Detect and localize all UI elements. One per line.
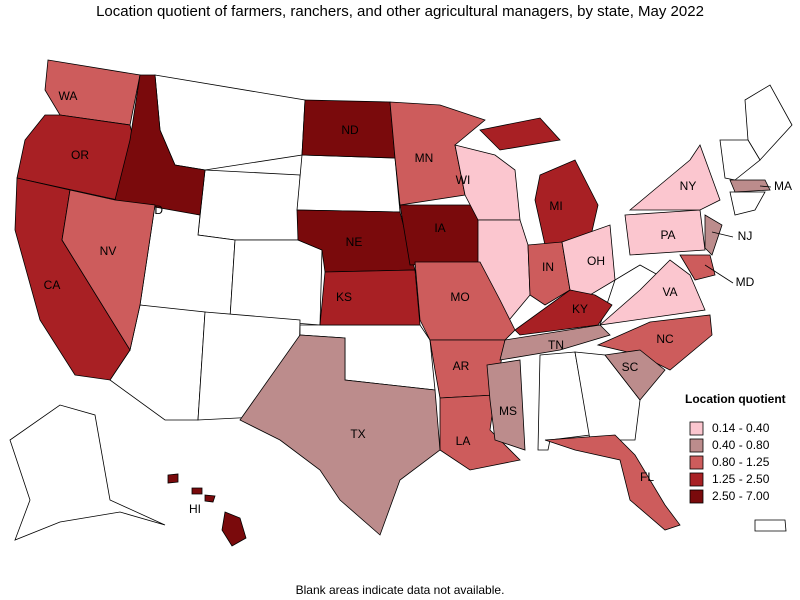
- state-shape: [319, 269, 421, 326]
- state-label: PA: [660, 228, 675, 242]
- state-label: NC: [656, 332, 674, 346]
- state-label: TN: [548, 338, 564, 352]
- state-label: ND: [341, 123, 359, 137]
- state-shape: [544, 434, 681, 531]
- state-shape: [154, 74, 306, 171]
- state-shape: [191, 487, 203, 495]
- state-label: MD: [736, 275, 755, 289]
- leader-line: [711, 231, 734, 238]
- legend-label: 2.50 - 7.00: [712, 489, 770, 503]
- state-shape: [604, 349, 666, 401]
- state-shape: [499, 324, 611, 361]
- legend-swatch: [689, 421, 704, 436]
- state-shape: [221, 511, 247, 547]
- state-shape: [527, 241, 571, 306]
- state-label: MS: [499, 404, 517, 418]
- state-shape: [197, 169, 301, 241]
- state-shape: [628, 144, 721, 211]
- state-shape: [514, 289, 613, 336]
- state-shape: [574, 351, 641, 441]
- leader-line: [704, 264, 734, 284]
- state-shape: [414, 261, 516, 341]
- state-shape: [744, 84, 793, 161]
- state-label: VA: [662, 285, 677, 299]
- map-title: Location quotient of farmers, ranchers, …: [96, 3, 704, 20]
- state-label: KS: [336, 290, 352, 304]
- state-shape: [486, 359, 526, 451]
- state-label: WI: [456, 173, 471, 187]
- state-label: AR: [453, 359, 470, 373]
- legend-label: 1.25 - 2.50: [712, 472, 770, 486]
- state-label: LA: [456, 434, 471, 448]
- state-shape: [679, 254, 716, 281]
- state-label: OH: [587, 254, 605, 268]
- state-label: IN: [542, 260, 554, 274]
- state-shape: [167, 473, 179, 484]
- leader-line: [759, 185, 772, 188]
- state-shape: [9, 404, 166, 541]
- legend-swatch: [689, 472, 704, 487]
- legend-label: 0.80 - 1.25: [712, 455, 770, 469]
- state-label: HI: [189, 502, 201, 516]
- state-label: MA: [774, 179, 792, 193]
- colored-states: WAORIDCANVNDNEIAKSMNWIMIILINOHMOARLAMSTN…: [14, 59, 792, 547]
- state-label: MN: [415, 151, 434, 165]
- state-shape: [296, 154, 401, 213]
- state-label: OR: [71, 148, 89, 162]
- state-shape: [754, 519, 787, 532]
- state-shape: [704, 214, 723, 256]
- legend-title: Location quotient: [685, 392, 786, 406]
- state-label: KY: [572, 302, 588, 316]
- state-shape: [114, 74, 206, 216]
- state-label: CA: [44, 278, 61, 292]
- legend-label: 0.40 - 0.80: [712, 438, 770, 452]
- state-shape: [61, 189, 156, 352]
- legend: Location quotient 0.14 - 0.40 0.40 - 0.80…: [685, 392, 786, 504]
- state-label: NV: [100, 244, 117, 258]
- state-shape: [561, 224, 616, 296]
- state-shape: [229, 239, 323, 326]
- state-label: NY: [680, 179, 697, 193]
- legend-swatch: [689, 455, 704, 470]
- state-label: FL: [640, 470, 654, 484]
- legend-swatch: [689, 489, 704, 504]
- state-label: SC: [622, 360, 639, 374]
- state-shape: [479, 117, 561, 151]
- legend-swatch: [689, 438, 704, 453]
- state-shape: [729, 191, 766, 216]
- state-label: MI: [549, 199, 562, 213]
- footnote: Blank areas indicate data not available.: [296, 583, 505, 597]
- state-shape: [624, 209, 706, 256]
- state-label: WA: [59, 89, 78, 103]
- state-label: MO: [450, 290, 469, 304]
- state-label: NE: [346, 235, 363, 249]
- state-shape: [204, 494, 216, 503]
- legend-label: 0.14 - 0.40: [712, 421, 770, 435]
- state-label: NJ: [738, 229, 753, 243]
- state-shape: [239, 334, 441, 536]
- state-shape: [598, 259, 706, 326]
- state-label: TX: [350, 427, 365, 441]
- state-shape: [719, 139, 761, 181]
- state-shape: [729, 179, 771, 193]
- state-label: IA: [434, 221, 445, 235]
